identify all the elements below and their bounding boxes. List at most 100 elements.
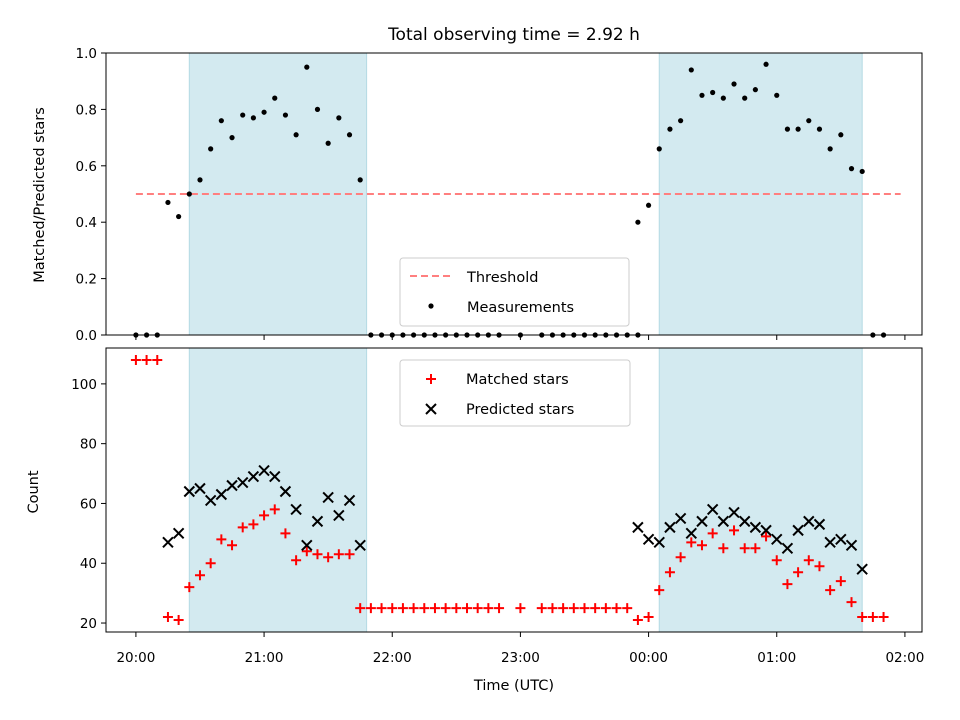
data-point bbox=[250, 115, 256, 121]
data-point bbox=[731, 81, 737, 87]
data-point bbox=[333, 509, 345, 522]
data-point bbox=[835, 533, 847, 546]
y-tick-label: 1.0 bbox=[76, 46, 97, 62]
data-point bbox=[515, 603, 526, 614]
data-point bbox=[622, 603, 633, 614]
data-point bbox=[172, 527, 185, 540]
data-point bbox=[141, 354, 152, 365]
data-point bbox=[825, 585, 836, 596]
data-point bbox=[635, 219, 641, 225]
data-point bbox=[760, 524, 772, 537]
data-point bbox=[258, 464, 270, 477]
data-point bbox=[197, 177, 203, 183]
data-point bbox=[653, 536, 665, 549]
data-point bbox=[194, 570, 205, 581]
x-tick-label: 01:00 bbox=[757, 650, 796, 666]
data-point bbox=[792, 524, 804, 537]
y-tick-label: 0.0 bbox=[76, 328, 97, 344]
data-point bbox=[472, 603, 483, 614]
data-point bbox=[311, 515, 324, 528]
data-point bbox=[237, 476, 249, 489]
data-point bbox=[645, 202, 652, 208]
series-matched-stars bbox=[130, 354, 889, 626]
data-point bbox=[558, 603, 569, 614]
data-point bbox=[717, 515, 730, 528]
legend: Matched stars Predicted stars bbox=[399, 359, 631, 427]
x-tick-label: 20:00 bbox=[116, 650, 155, 666]
ratio-axis-label: Matched/Predicted stars bbox=[32, 107, 48, 283]
data-point bbox=[290, 503, 302, 516]
data-point bbox=[686, 537, 697, 548]
data-point bbox=[739, 543, 750, 554]
series-measurements bbox=[133, 61, 887, 338]
data-point bbox=[803, 515, 815, 528]
data-point bbox=[237, 522, 248, 533]
data-point bbox=[664, 521, 676, 534]
y-tick-label: 0.4 bbox=[76, 215, 97, 231]
data-point bbox=[814, 561, 825, 572]
data-point bbox=[323, 552, 334, 563]
data-point bbox=[824, 536, 836, 549]
data-point bbox=[301, 546, 312, 557]
data-point bbox=[816, 126, 823, 132]
data-point bbox=[162, 536, 174, 549]
data-point bbox=[291, 555, 302, 566]
data-point bbox=[365, 603, 376, 614]
data-point bbox=[226, 479, 238, 492]
data-point bbox=[173, 615, 184, 626]
data-point bbox=[162, 612, 173, 623]
y-tick-label: 20 bbox=[80, 616, 97, 632]
data-point bbox=[272, 95, 278, 101]
legend-matched-swatch bbox=[426, 374, 436, 384]
data-point bbox=[130, 354, 141, 365]
data-point bbox=[848, 166, 855, 172]
data-point bbox=[749, 521, 762, 534]
data-point bbox=[729, 525, 740, 536]
data-point bbox=[710, 89, 716, 96]
data-point bbox=[325, 140, 331, 146]
data-point bbox=[859, 168, 865, 175]
data-point bbox=[208, 146, 214, 152]
plot-frame bbox=[105, 347, 923, 633]
data-point bbox=[165, 199, 171, 206]
data-point bbox=[806, 118, 812, 124]
data-point bbox=[696, 540, 707, 551]
y-tick-label: 0.8 bbox=[76, 102, 97, 118]
data-point bbox=[218, 118, 224, 124]
data-point bbox=[152, 354, 163, 365]
data-point bbox=[579, 603, 590, 614]
shaded-interval-2 bbox=[659, 348, 863, 632]
data-point bbox=[771, 555, 782, 566]
data-point bbox=[707, 528, 718, 539]
y-tick-label: 0.6 bbox=[76, 159, 97, 175]
data-point bbox=[429, 603, 440, 614]
data-point bbox=[827, 146, 833, 152]
data-point bbox=[568, 603, 579, 614]
data-point bbox=[600, 603, 611, 614]
data-point bbox=[304, 64, 310, 70]
data-point bbox=[397, 603, 408, 614]
data-point bbox=[838, 132, 844, 138]
data-point bbox=[846, 597, 857, 608]
data-point bbox=[408, 603, 419, 614]
data-point bbox=[738, 515, 751, 528]
data-point bbox=[856, 563, 868, 575]
data-point bbox=[674, 512, 687, 525]
y-tick-label: 80 bbox=[80, 437, 97, 453]
data-point bbox=[685, 527, 698, 540]
data-point bbox=[728, 506, 740, 519]
x-tick-label: 00:00 bbox=[629, 650, 668, 666]
count-axis-label: Count bbox=[26, 470, 42, 513]
data-point bbox=[293, 132, 299, 138]
data-point bbox=[611, 603, 622, 614]
data-point bbox=[696, 515, 708, 528]
data-point bbox=[333, 549, 344, 560]
data-point bbox=[688, 67, 694, 73]
data-point bbox=[867, 612, 878, 623]
legend-box bbox=[399, 257, 630, 327]
data-point bbox=[282, 112, 289, 118]
legend-predicted-label: Predicted stars bbox=[466, 402, 574, 418]
data-point bbox=[835, 576, 846, 587]
chart-title: Total observing time = 2.92 h bbox=[387, 25, 640, 45]
